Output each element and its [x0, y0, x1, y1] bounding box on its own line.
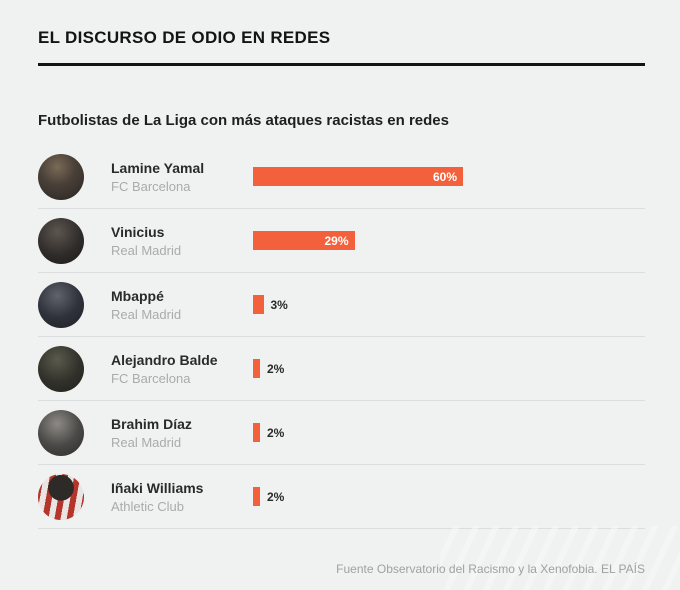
bar-track: 29%	[253, 231, 645, 250]
value-label-inside: 29%	[324, 233, 349, 248]
watermark-overlay	[440, 526, 680, 590]
bar-track: 2%	[253, 423, 645, 442]
player-avatar	[38, 473, 84, 520]
player-row: Mbappé Real Madrid 3%	[38, 273, 645, 337]
content-area: EL DISCURSO DE ODIO EN REDES Futbolistas…	[38, 28, 645, 529]
player-name: Alejandro Balde	[111, 351, 218, 368]
player-row: Alejandro Balde FC Barcelona 2%	[38, 337, 645, 401]
value-bar: 29%	[253, 231, 355, 250]
value-bar	[253, 423, 260, 442]
bar-track: 60%	[253, 167, 645, 186]
value-bar	[253, 487, 260, 506]
player-info: Lamine Yamal FC Barcelona	[111, 160, 253, 194]
player-name: Vinicius	[111, 223, 165, 240]
bar-track: 2%	[253, 359, 645, 378]
player-name: Mbappé	[111, 287, 164, 304]
value-label-outside: 2%	[267, 361, 285, 376]
player-club: FC Barcelona	[111, 178, 191, 194]
value-label-inside: 60%	[432, 169, 457, 184]
player-info: Mbappé Real Madrid	[111, 288, 253, 322]
player-row: Iñaki Williams Athletic Club 2%	[38, 465, 645, 529]
player-avatar	[38, 281, 84, 328]
player-name: Lamine Yamal	[111, 159, 205, 176]
player-avatar	[38, 345, 84, 392]
player-row: Lamine Yamal FC Barcelona 60%	[38, 145, 645, 209]
player-avatar	[38, 217, 84, 264]
player-club: FC Barcelona	[111, 370, 191, 386]
player-row: Vinicius Real Madrid 29%	[38, 209, 645, 273]
title-divider	[38, 63, 645, 66]
bar-chart: Lamine Yamal FC Barcelona 60% Vinicius R…	[38, 145, 645, 529]
player-avatar	[38, 409, 84, 456]
player-info: Alejandro Balde FC Barcelona	[111, 352, 253, 386]
source-attribution: Fuente Observatorio del Racismo y la Xen…	[336, 562, 645, 576]
page-title: EL DISCURSO DE ODIO EN REDES	[38, 28, 331, 47]
bar-track: 3%	[253, 295, 645, 314]
value-bar	[253, 359, 260, 378]
player-club: Real Madrid	[111, 306, 182, 322]
player-name: Brahim Díaz	[111, 415, 192, 432]
value-label-outside: 3%	[270, 297, 288, 312]
player-club: Athletic Club	[111, 498, 184, 514]
player-info: Brahim Díaz Real Madrid	[111, 416, 253, 450]
chart-title: Futbolistas de La Liga con más ataques r…	[38, 112, 449, 129]
player-club: Real Madrid	[111, 434, 182, 450]
value-bar: 60%	[253, 167, 463, 186]
value-label-outside: 2%	[267, 489, 285, 504]
player-name: Iñaki Williams	[111, 479, 204, 496]
player-row: Brahim Díaz Real Madrid 2%	[38, 401, 645, 465]
value-bar	[253, 295, 264, 314]
player-info: Vinicius Real Madrid	[111, 224, 253, 258]
bar-track: 2%	[253, 487, 645, 506]
player-club: Real Madrid	[111, 242, 182, 258]
player-info: Iñaki Williams Athletic Club	[111, 480, 253, 514]
value-label-outside: 2%	[267, 425, 285, 440]
player-avatar	[38, 153, 84, 200]
